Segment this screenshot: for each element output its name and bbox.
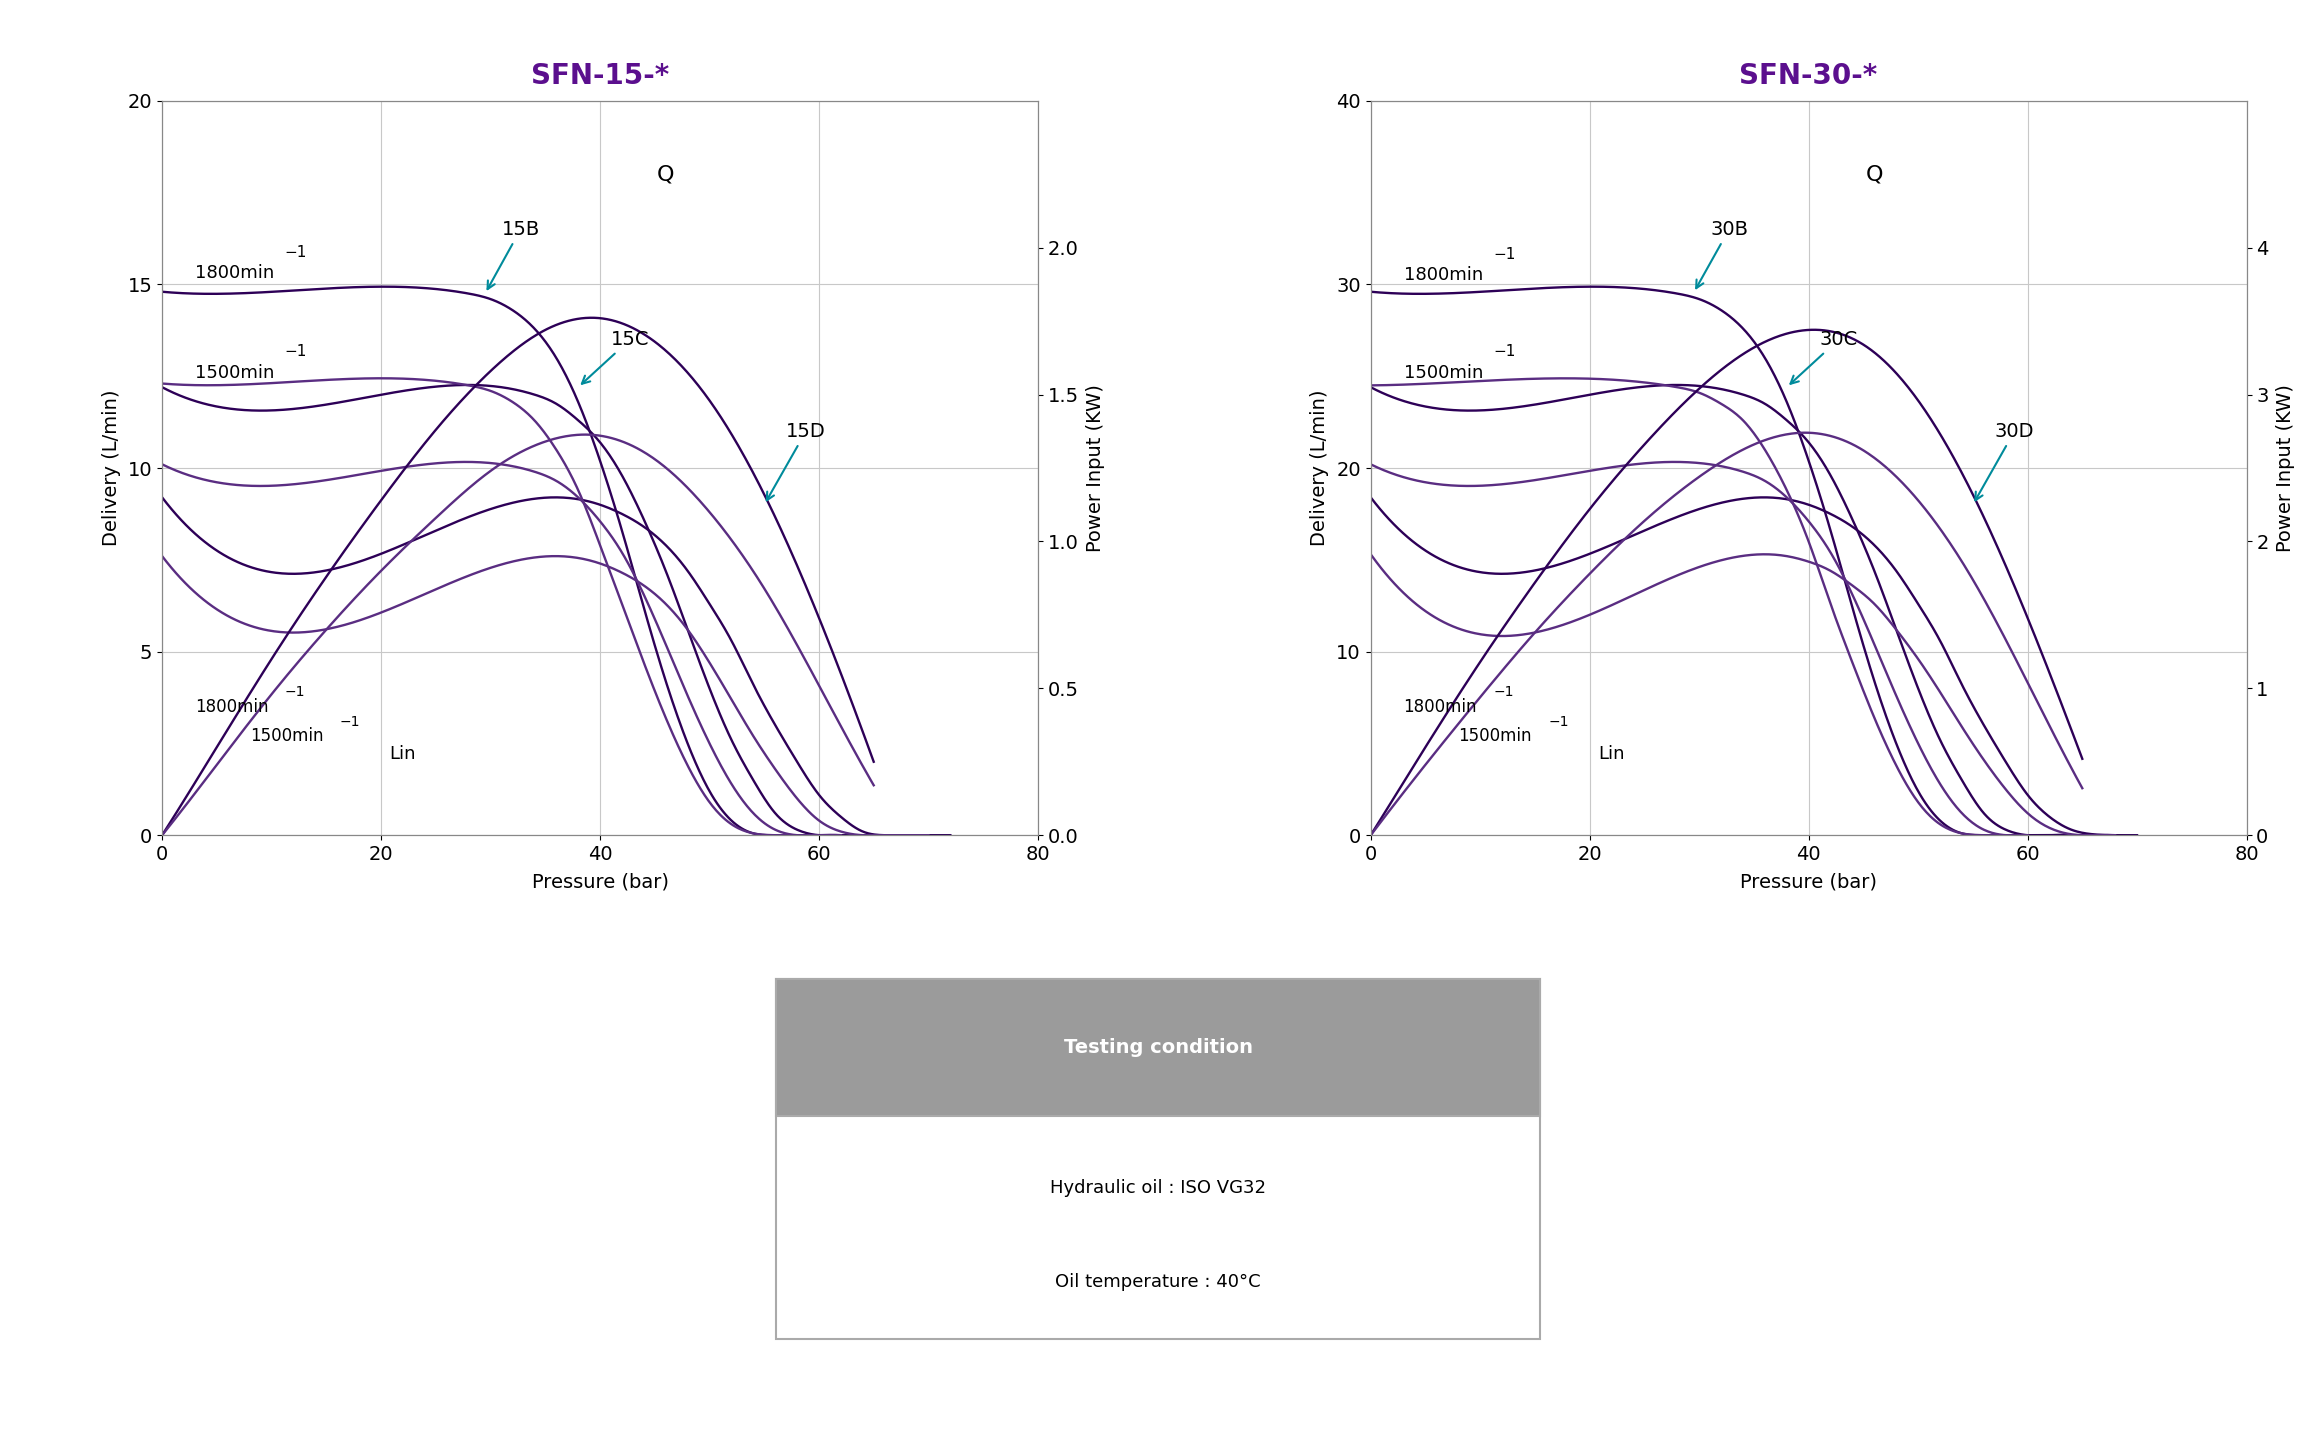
Text: −1: −1 xyxy=(1494,685,1515,700)
X-axis label: Pressure (bar): Pressure (bar) xyxy=(1739,873,1878,891)
Text: −1: −1 xyxy=(285,245,308,261)
Text: −1: −1 xyxy=(1547,714,1568,729)
Text: 30D: 30D xyxy=(1976,422,2033,500)
Text: 1800min: 1800min xyxy=(1403,697,1478,716)
Text: 1500min: 1500min xyxy=(195,363,273,382)
Text: 30B: 30B xyxy=(1695,220,1749,288)
Text: Lin: Lin xyxy=(1598,746,1626,763)
Text: −1: −1 xyxy=(1494,248,1515,262)
Y-axis label: Power Input (KW): Power Input (KW) xyxy=(2277,384,2295,552)
Title: SFN-15-*: SFN-15-* xyxy=(530,62,669,91)
X-axis label: Pressure (bar): Pressure (bar) xyxy=(530,873,669,891)
Text: 1800min: 1800min xyxy=(195,265,273,282)
Y-axis label: Delivery (L/min): Delivery (L/min) xyxy=(102,390,120,546)
Text: −1: −1 xyxy=(340,714,359,729)
Y-axis label: Power Input (KW): Power Input (KW) xyxy=(1086,384,1105,552)
Title: SFN-30-*: SFN-30-* xyxy=(1739,62,1878,91)
Text: Q: Q xyxy=(658,164,674,184)
Bar xyxy=(776,979,1540,1116)
Text: 30C: 30C xyxy=(1790,330,1857,384)
Text: 1800min: 1800min xyxy=(1403,266,1482,284)
Text: Q: Q xyxy=(1867,164,1883,184)
Text: 1500min: 1500min xyxy=(1403,363,1482,382)
Text: Hydraulic oil : ISO VG32: Hydraulic oil : ISO VG32 xyxy=(1049,1179,1267,1197)
Text: −1: −1 xyxy=(285,344,308,360)
Text: 15D: 15D xyxy=(767,422,827,500)
Text: 15C: 15C xyxy=(581,330,648,384)
Text: Oil temperature : 40°C: Oil temperature : 40°C xyxy=(1056,1273,1260,1290)
Text: −1: −1 xyxy=(285,685,306,700)
Text: −1: −1 xyxy=(1494,344,1515,360)
Text: 15B: 15B xyxy=(489,220,540,289)
Text: 1500min: 1500min xyxy=(1459,727,1531,744)
Y-axis label: Delivery (L/min): Delivery (L/min) xyxy=(1311,390,1329,546)
Text: 1800min: 1800min xyxy=(195,697,269,716)
Text: 1500min: 1500min xyxy=(250,727,324,744)
Text: Lin: Lin xyxy=(389,746,417,763)
Text: Testing condition: Testing condition xyxy=(1063,1038,1253,1057)
